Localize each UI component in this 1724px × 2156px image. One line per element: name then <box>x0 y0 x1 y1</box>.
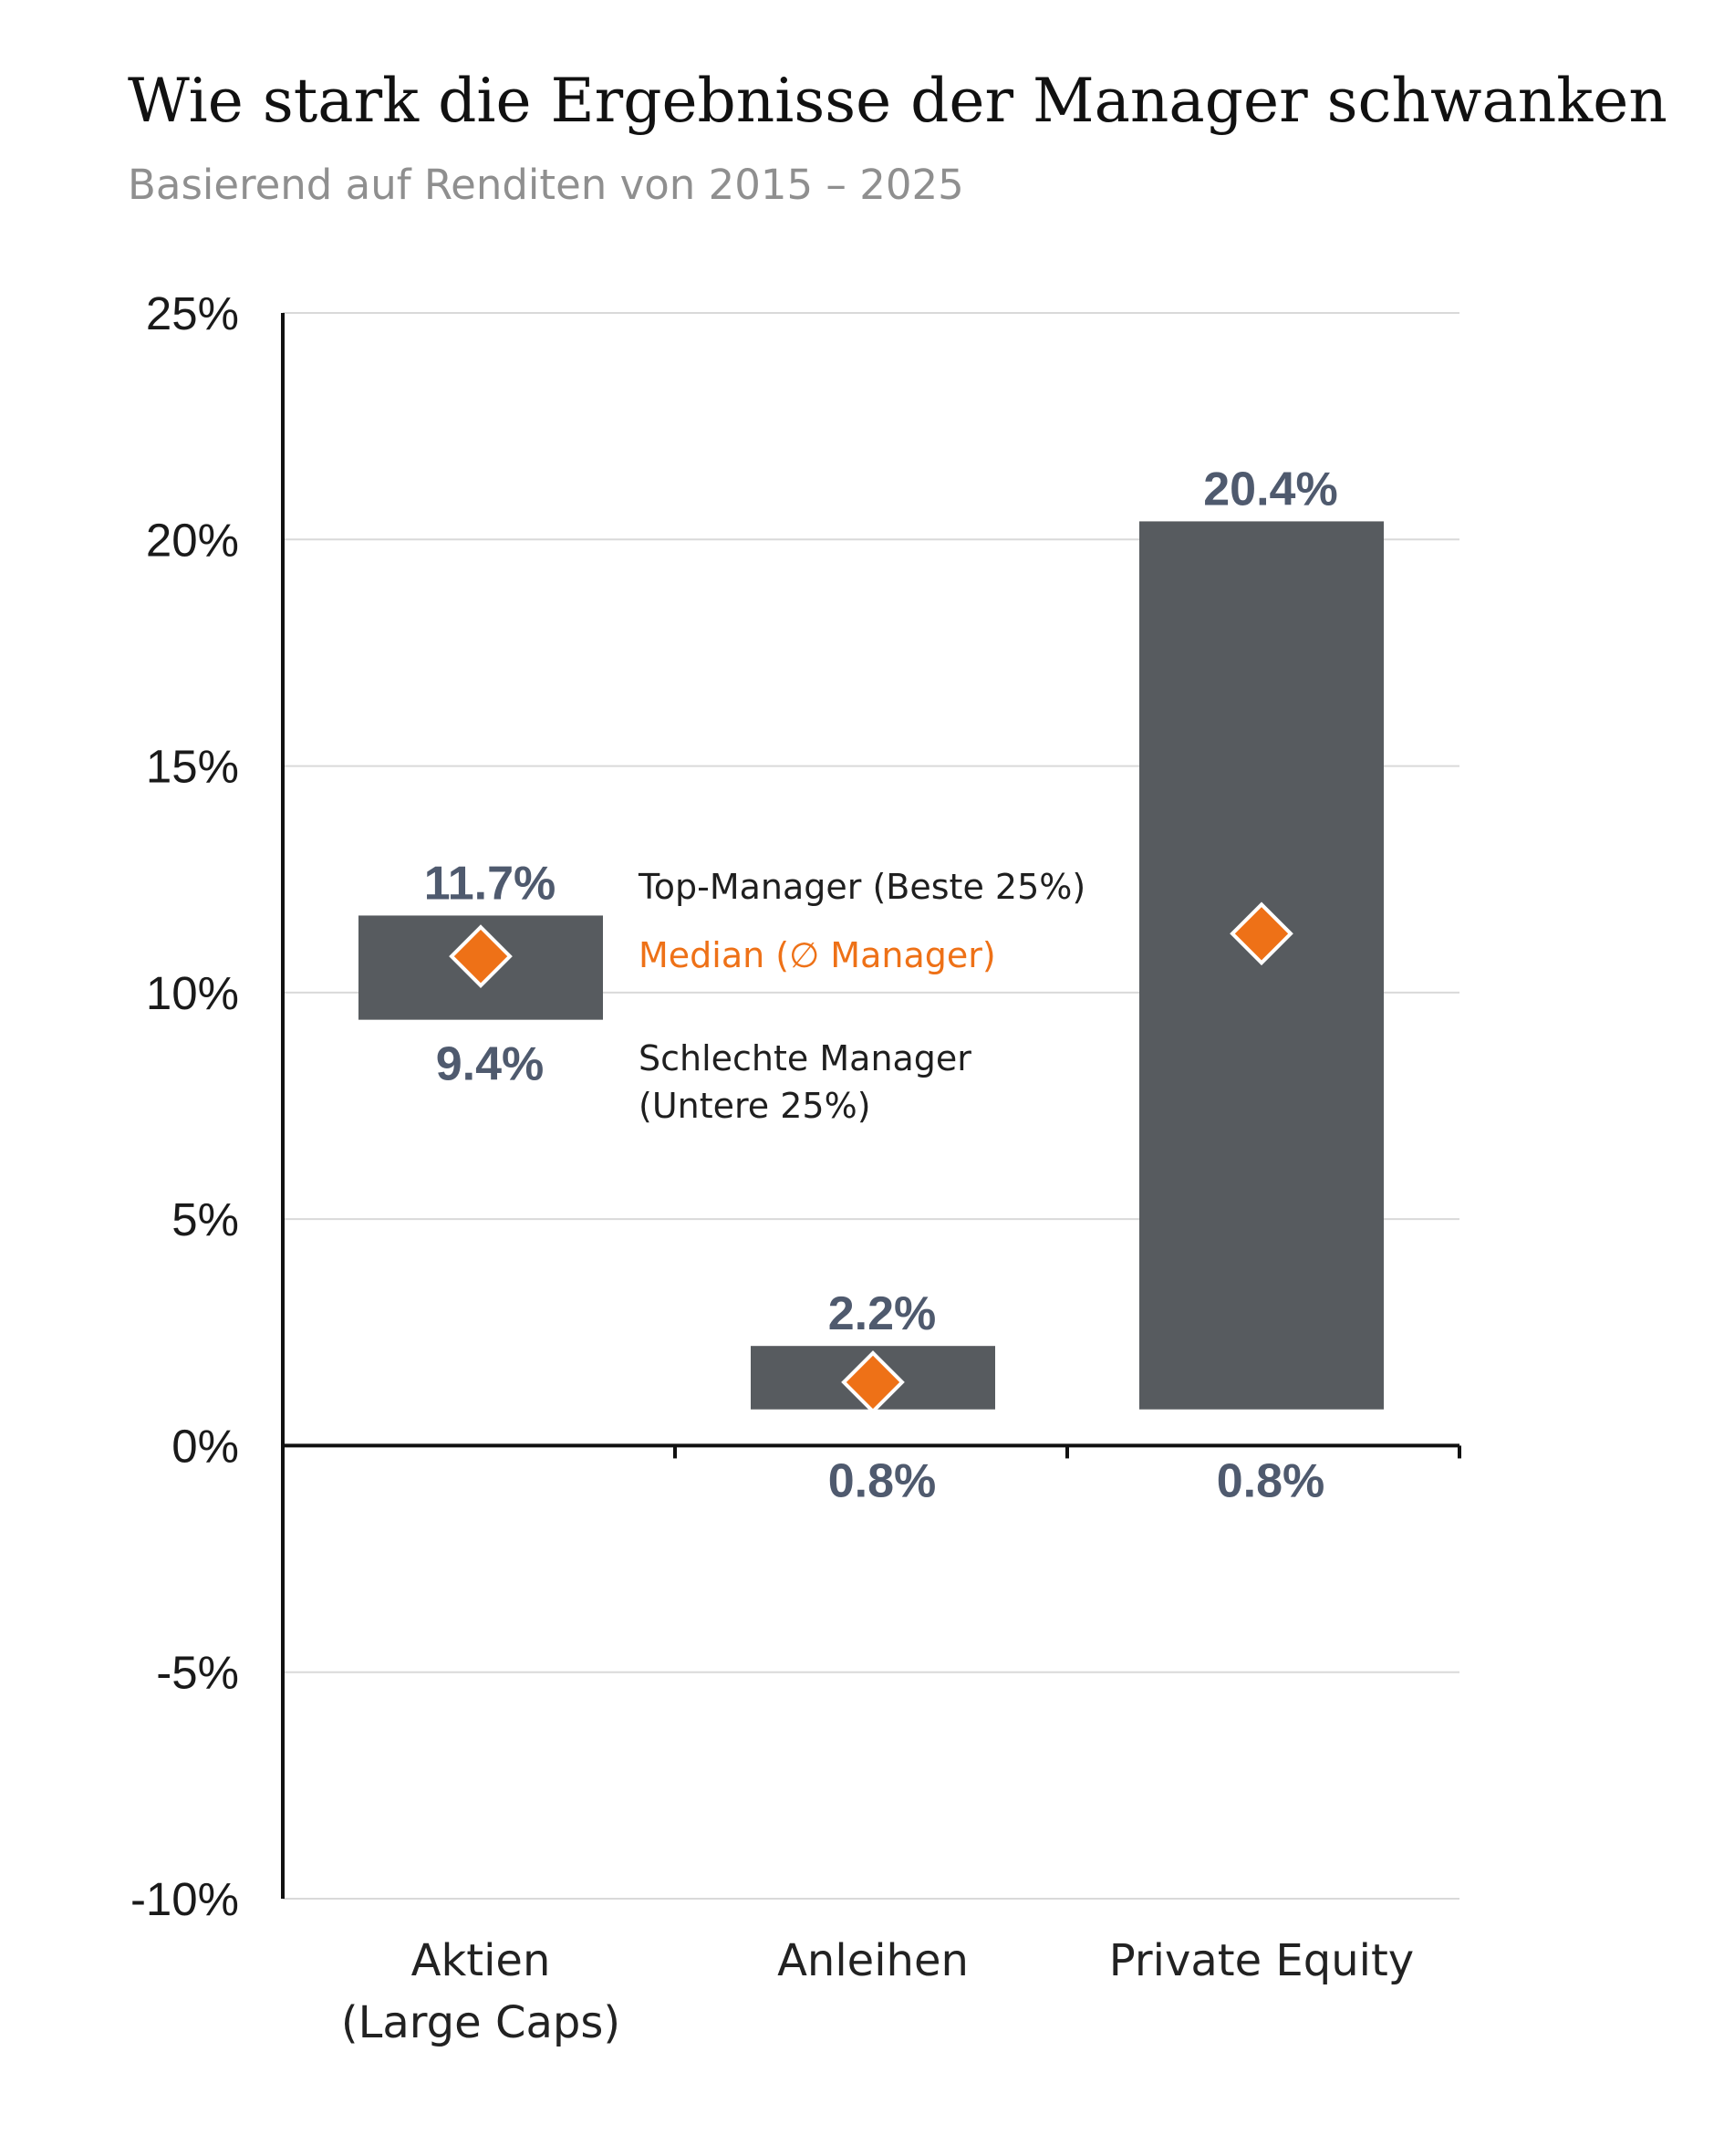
legend-median: Median (∅ Manager) <box>639 935 996 975</box>
y-tick-label: -10% <box>130 1873 239 1925</box>
y-tick-label: 0% <box>171 1420 239 1472</box>
y-tick-label: 20% <box>146 514 239 566</box>
median-marker <box>1230 901 1293 966</box>
median-marker <box>449 924 513 988</box>
chart-subtitle: Basierend auf Renditen von 2015 – 2025 <box>128 161 964 209</box>
legend-bottom-manager-line2: (Untere 25%) <box>639 1086 871 1126</box>
value-labels: 11.7% 9.4% Aktien (Large Caps) 2.2% 0.8% Anlei… <box>341 463 1414 2048</box>
y-tick-label: -5% <box>156 1647 239 1699</box>
y-tick-label: 10% <box>146 967 239 1019</box>
top-value-label: 20.4% <box>1203 463 1337 516</box>
bottom-value-label: 9.4% <box>436 1038 545 1091</box>
median-marker <box>841 1350 905 1414</box>
top-value-label: 11.7% <box>424 857 556 910</box>
bottom-value-label: 0.8% <box>828 1454 937 1507</box>
x-category-label: Anleihen <box>777 1935 969 1986</box>
top-value-label: 2.2% <box>828 1287 937 1340</box>
axes: 25% 20% 15% 10% 5% 0% -5% -10% <box>130 287 1461 1925</box>
x-category-label: Aktien <box>411 1935 551 1986</box>
legend-bottom-manager-line1: Schlechte Manager <box>639 1038 971 1078</box>
x-category-label: Private Equity <box>1109 1935 1414 1986</box>
x-category-label: (Large Caps) <box>341 1997 620 2048</box>
y-tick-label: 25% <box>146 287 239 339</box>
y-tick-label: 5% <box>171 1193 239 1245</box>
bottom-value-label: 0.8% <box>1217 1454 1325 1507</box>
y-tick-label: 15% <box>146 741 239 793</box>
bars <box>358 521 1384 1414</box>
legend-top-manager: Top-Manager (Beste 25%) <box>638 867 1085 907</box>
legend: Top-Manager (Beste 25%) Median (∅ Manage… <box>638 867 1085 1126</box>
chart-title: Wie stark die Ergebnisse der Manager sch… <box>128 66 1667 136</box>
